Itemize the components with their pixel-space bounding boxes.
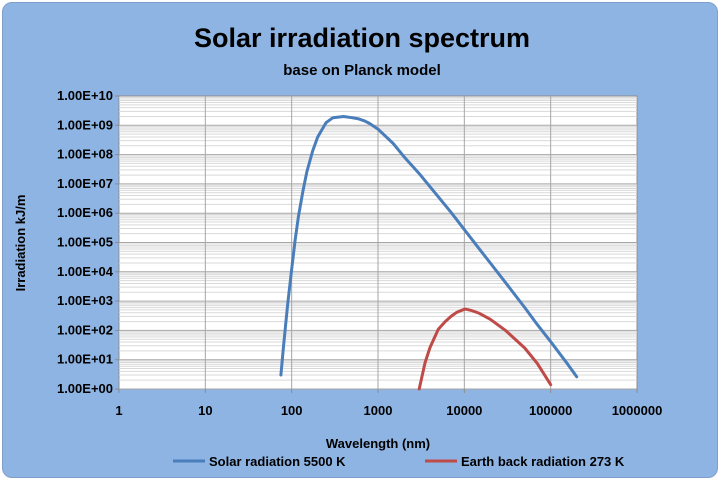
- y-tick-label: 1.00E+04: [57, 264, 114, 279]
- x-tick-label: 10: [198, 403, 212, 418]
- y-tick-label: 1.00E+05: [57, 235, 113, 250]
- y-tick-label: 1.00E+00: [57, 381, 113, 396]
- y-tick-label: 1.00E+06: [57, 205, 113, 220]
- y-tick-label: 1.00E+02: [57, 322, 113, 337]
- x-tick-label: 100000: [529, 403, 572, 418]
- x-tick-label: 1: [115, 403, 122, 418]
- x-axis-title: Wavelength (nm): [326, 436, 430, 451]
- chart-subtitle: base on Planck model: [283, 62, 441, 79]
- x-tick-label: 100: [281, 403, 303, 418]
- y-axis-ticks: 1.00E+00 1.00E+01 1.00E+02 1.00E+03 1.00E+04…: [57, 88, 119, 396]
- x-tick-label: 10000: [446, 403, 482, 418]
- y-tick-label: 1.00E+09: [57, 117, 113, 132]
- y-tick-label: 1.00E+01: [57, 352, 113, 367]
- x-tick-label: 1000: [364, 403, 393, 418]
- series-earth-line: [417, 307, 553, 391]
- legend: Solar radiation 5500 K Earth back radiat…: [173, 454, 625, 469]
- chart-canvas: Solar irradiation spectrum base on Planc…: [13, 23, 662, 469]
- y-axis-title: Irradiation kJ/m: [13, 195, 28, 292]
- y-tick-label: 1.00E+10: [57, 88, 113, 103]
- x-axis-ticks: 1 10 100 1000 10000 100000 1000000: [115, 389, 662, 418]
- y-tick-label: 1.00E+07: [57, 176, 113, 191]
- y-tick-label: 1.00E+08: [57, 147, 113, 162]
- x-tick-label: 1000000: [612, 403, 663, 418]
- legend-label-solar: Solar radiation 5500 K: [209, 454, 346, 469]
- y-tick-label: 1.00E+03: [57, 293, 113, 308]
- legend-label-earth: Earth back radiation 273 K: [461, 454, 625, 469]
- series-lines: [279, 115, 579, 391]
- chart-title: Solar irradiation spectrum: [194, 23, 530, 53]
- chart-area: Solar irradiation spectrum base on Planc…: [2, 2, 718, 478]
- series-solar-line: [279, 115, 579, 379]
